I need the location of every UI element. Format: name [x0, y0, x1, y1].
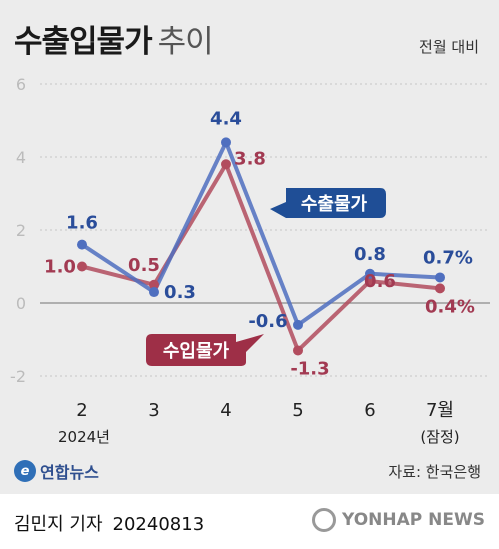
- x-tick-label: 3: [148, 400, 159, 421]
- export-point: [293, 319, 303, 330]
- export-data-label: 0.8: [354, 244, 386, 265]
- logo-mark-icon: e: [14, 460, 36, 482]
- agency-watermark: YONHAP NEWS: [312, 508, 485, 532]
- import-point: [221, 159, 231, 170]
- x-tick-label: 2: [76, 400, 87, 421]
- import-series-line: [81, 162, 441, 353]
- line-chart: -2 0 2 4 6 2 2024년 3 4 5 6 7월 (잠정) 1.6 0.3 4.4 -0.6 0.8 0.…: [10, 75, 490, 446]
- x-tick-sublabel: 2024년: [58, 428, 110, 446]
- import-point: [365, 276, 375, 287]
- source-label: 자료: 한국은행: [388, 463, 481, 481]
- export-point: [435, 272, 445, 283]
- import-data-label: 1.0: [44, 257, 76, 278]
- chart-title: 수출입물가 추이: [14, 16, 214, 61]
- export-point: [221, 137, 231, 148]
- import-point: [435, 283, 445, 294]
- export-legend-callout: [270, 188, 386, 218]
- y-tick-label: -2: [10, 367, 26, 386]
- x-tick-label: 5: [292, 400, 303, 421]
- import-point: [293, 345, 303, 356]
- import-data-label: 0.5: [128, 255, 160, 276]
- import-point: [77, 261, 87, 272]
- x-tick-sublabel: (잠정): [420, 428, 459, 446]
- export-point: [77, 239, 87, 250]
- export-data-label: 0.7%: [423, 247, 473, 268]
- author: 김민지 기자: [14, 514, 103, 535]
- y-tick-label: 4: [16, 148, 26, 167]
- export-data-label: 4.4: [210, 108, 242, 129]
- y-tick-label: 6: [16, 75, 26, 94]
- basis-label: 전월 대비: [419, 38, 479, 56]
- footer: 김민지 기자 20240813 YONHAP NEWS: [0, 494, 499, 549]
- import-data-label: -1.3: [290, 358, 329, 379]
- import-legend-label: 수입물가: [163, 340, 230, 362]
- y-tick-label: 0: [16, 294, 26, 313]
- export-data-label: 1.6: [66, 213, 98, 234]
- chart-card: 수출입물가 추이 전월 대비 -2 0 2 4 6 2 2024년 3 4 5 6 7월 (잠정) 1.6 0…: [0, 0, 499, 494]
- import-data-label: 3.8: [234, 148, 266, 169]
- import-data-label: 0.6: [364, 271, 396, 292]
- export-series-line: [80, 140, 441, 327]
- export-legend-label: 수출물가: [301, 194, 368, 215]
- y-tick-label: 2: [16, 221, 26, 240]
- export-data-label: 0.3: [164, 282, 196, 303]
- export-point: [149, 287, 159, 298]
- byline: 김민지 기자 20240813: [14, 510, 204, 536]
- import-data-label: 0.4%: [425, 296, 475, 317]
- export-data-label: -0.6: [248, 311, 287, 332]
- logo-text: 연합뉴스: [40, 463, 99, 482]
- title-main: 수출입물가: [14, 24, 153, 60]
- x-tick-label: 6: [364, 400, 375, 421]
- x-tick-label: 4: [220, 400, 231, 421]
- import-point: [149, 279, 159, 290]
- agency-name: YONHAP NEWS: [342, 510, 485, 530]
- export-point: [365, 268, 375, 279]
- title-suffix: 추이: [157, 24, 214, 60]
- x-tick-label: 7월: [426, 400, 454, 421]
- agency-logo-icon: [312, 508, 337, 532]
- import-legend-callout: [146, 334, 264, 366]
- publish-date: 20240813: [112, 514, 205, 535]
- yonhap-logo: e 연합뉴스: [14, 459, 99, 483]
